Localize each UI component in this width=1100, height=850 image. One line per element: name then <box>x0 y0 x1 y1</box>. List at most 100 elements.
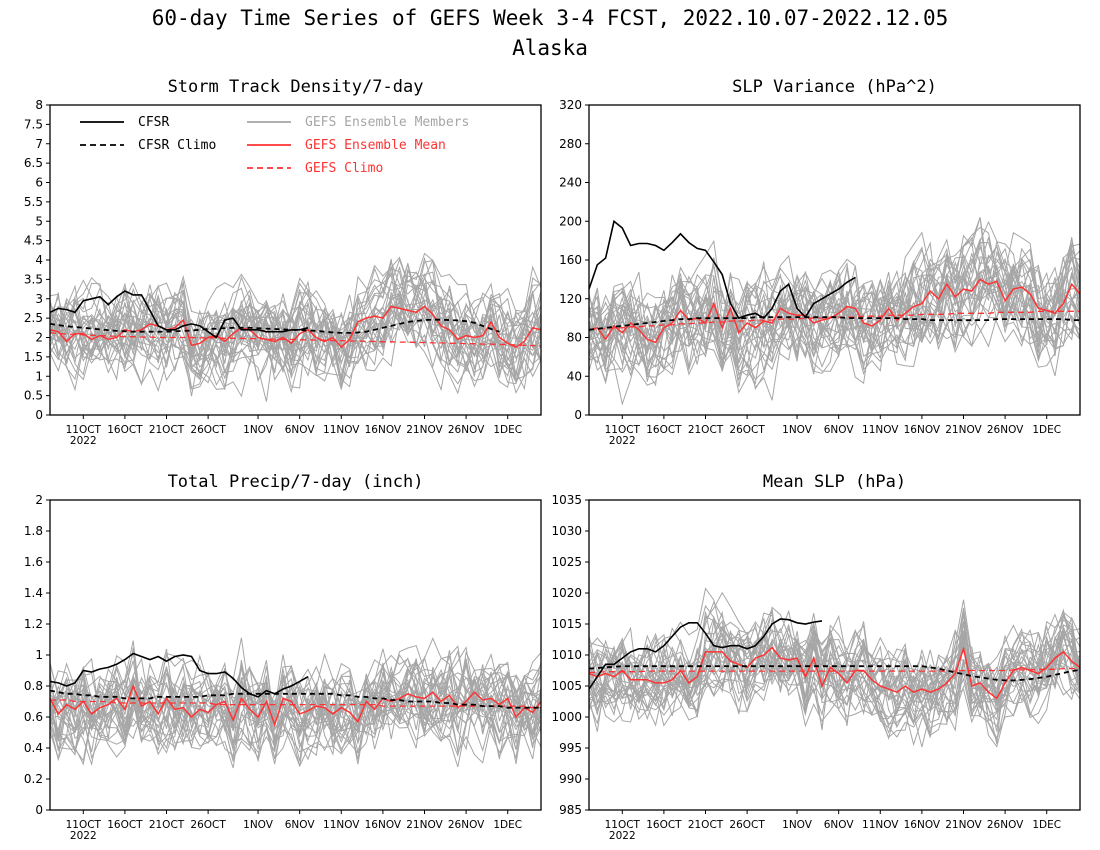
y-tick-label: 990 <box>559 772 582 786</box>
x-tick-label: 16NOV <box>365 819 402 831</box>
y-tick-label: 0.5 <box>24 389 43 403</box>
y-tick-label: 0.8 <box>24 679 43 693</box>
panel-data <box>50 252 541 402</box>
legend-cfsr-climo: CFSR Climo <box>80 138 216 153</box>
y-tick-label: 0.6 <box>24 710 43 724</box>
legend-gefs-climo: GEFS Climo <box>247 161 383 176</box>
ensemble-member-line <box>50 660 541 757</box>
ensemble-member-line <box>589 622 1080 743</box>
y-tick-label: 200 <box>559 214 582 228</box>
x-year-label: 2022 <box>609 830 636 842</box>
ensemble-member-line <box>50 654 541 766</box>
ensemble-member-line <box>50 637 541 753</box>
ensemble-member-line <box>50 271 541 382</box>
x-year-label: 2022 <box>70 830 97 842</box>
cfsr-climo-line <box>589 316 1080 331</box>
y-tick-label: 320 <box>559 98 582 112</box>
y-tick-label: 1.8 <box>24 524 43 538</box>
plot-frame <box>588 104 1081 416</box>
y-tick-label: 1 <box>35 648 43 662</box>
y-tick-label: 0.4 <box>24 741 43 755</box>
legend-cfsr: CFSR <box>80 115 169 130</box>
y-tick-label: 2 <box>35 493 43 507</box>
gefs-ensemble-mean-line <box>589 278 1080 344</box>
x-tick-label: 16NOV <box>904 819 941 831</box>
x-tick-label: 21NOV <box>945 819 982 831</box>
x-tick-label: 6NOV <box>285 424 316 436</box>
chart-panel-3: Total Precip/7-day (inch)00.20.40.60.811… <box>24 472 542 842</box>
legend-label: GEFS Ensemble Members <box>305 115 469 130</box>
x-tick-label: 16NOV <box>904 424 941 436</box>
x-tick-label: 1DEC <box>1032 819 1061 831</box>
gefs-climo-line <box>50 332 541 347</box>
y-tick-label: 4 <box>35 253 43 267</box>
y-tick-label: 0 <box>35 803 43 817</box>
ensemble-member-line <box>589 255 1080 387</box>
x-tick-label: 21NOV <box>406 424 443 436</box>
x-tick-label: 1NOV <box>782 819 813 831</box>
x-tick-label: 6NOV <box>824 819 855 831</box>
panel-title: Storm Track Density/7-day <box>168 77 424 97</box>
x-tick-label: 26OCT <box>190 819 226 831</box>
y-tick-label: 1015 <box>551 617 582 631</box>
legend-members: GEFS Ensemble Members <box>247 115 469 130</box>
x-tick-label: 26OCT <box>190 424 226 436</box>
panel-title: SLP Variance (hPa^2) <box>732 77 937 97</box>
ensemble-member-line <box>589 601 1080 725</box>
x-year-label: 2022 <box>70 435 97 447</box>
x-tick-label: 1DEC <box>493 424 522 436</box>
x-year-label: 2022 <box>609 435 636 447</box>
x-tick-label: 16OCT <box>646 819 682 831</box>
x-tick-label: 21OCT <box>688 819 724 831</box>
x-tick-label: 11OCT <box>605 424 641 436</box>
ensemble-member-line <box>50 637 541 749</box>
ensemble-member-line <box>589 607 1080 727</box>
x-tick-label: 1NOV <box>243 424 274 436</box>
chart-panel-2: SLP Variance (hPa^2) 0 40 80 120 160 200 240 280… <box>559 77 1081 447</box>
x-tick-label: 11NOV <box>862 424 899 436</box>
gefs-ensemble-mean-line <box>589 646 1080 700</box>
ensemble-member-line <box>589 226 1080 406</box>
x-tick-label: 26NOV <box>987 819 1024 831</box>
cfsr-climo-line <box>589 665 1080 682</box>
x-tick-label: 21NOV <box>406 819 443 831</box>
x-tick-label: 26NOV <box>448 819 485 831</box>
y-tick-label: 7.5 <box>24 117 43 131</box>
y-tick-label: 3 <box>35 292 43 306</box>
cfsr-line <box>589 219 856 320</box>
panel-data <box>589 217 1080 406</box>
y-tick-label: 80 <box>567 331 582 345</box>
y-tick-label: 2.5 <box>24 311 43 325</box>
chart-panel-1: Storm Track Density/7-day 0 0.5 1 1.5 2 2.5 3 3.… <box>24 77 542 447</box>
panel-data <box>50 637 541 769</box>
cfsr-climo-line <box>50 318 500 334</box>
ensemble-member-line <box>50 653 541 753</box>
cfsr-climo-line <box>50 689 541 709</box>
y-tick-label: 1000 <box>551 710 582 724</box>
cfsr-line <box>589 618 823 690</box>
ensemble-member-line <box>589 232 1080 362</box>
ensemble-member-line <box>50 266 541 390</box>
y-tick-label: 5 <box>35 214 43 228</box>
ensemble-member-line <box>50 256 541 386</box>
x-tick-label: 21NOV <box>945 424 982 436</box>
x-tick-label: 21OCT <box>149 819 185 831</box>
y-tick-label: 240 <box>559 176 582 190</box>
y-tick-label: 8 <box>35 98 43 112</box>
ensemble-member-line <box>589 259 1080 384</box>
ensemble-member-line <box>589 217 1080 378</box>
y-tick-label: 4.5 <box>24 234 43 248</box>
x-tick-label: 16OCT <box>646 424 682 436</box>
cfsr-line <box>50 652 309 698</box>
panel-title: Total Precip/7-day (inch) <box>168 472 424 492</box>
x-tick-label: 26NOV <box>987 424 1024 436</box>
y-tick-label: 1.5 <box>24 350 43 364</box>
y-tick-label: 1030 <box>551 524 582 538</box>
x-tick-label: 1DEC <box>1032 424 1061 436</box>
y-tick-label: 1025 <box>551 555 582 569</box>
ensemble-member-line <box>50 259 541 381</box>
legend-mean: GEFS Ensemble Mean <box>247 138 446 153</box>
gefs-ensemble-mean-line <box>50 683 541 728</box>
y-tick-label: 1005 <box>551 679 582 693</box>
y-tick-label: 7 <box>35 137 43 151</box>
